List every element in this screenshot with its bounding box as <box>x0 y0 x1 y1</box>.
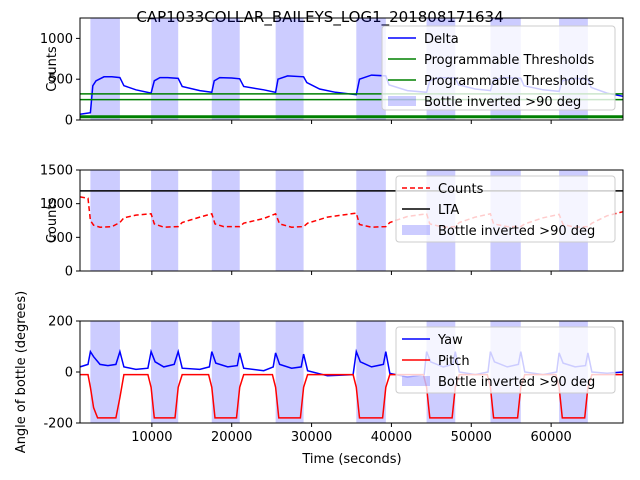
inverted-span <box>90 321 120 423</box>
y-tick-label: 0 <box>65 265 73 280</box>
legend-box <box>381 25 616 111</box>
plot-frame <box>79 169 624 272</box>
y-tick-label: 500 <box>48 73 73 88</box>
y-tick-label: 1000 <box>40 32 73 47</box>
legend: Delta Programmable Thresholds Programmable… <box>381 25 616 111</box>
y-tick-label: 1500 <box>40 164 73 179</box>
y-axis-label: Angle of bottle (degrees) <box>14 291 29 453</box>
y-tick-label: -200 <box>43 417 73 432</box>
inverted-span <box>211 321 240 423</box>
legend: Counts LTA Bottle inverted >90 deg <box>395 175 616 243</box>
y-tick-label: 0 <box>65 366 73 381</box>
x-tick-label: 20000 <box>211 430 252 445</box>
inverted-span <box>90 170 120 271</box>
x-tick-label: 60000 <box>530 430 571 445</box>
legend-entry: Pitch <box>438 354 470 369</box>
legend-entry: Programmable Thresholds <box>424 53 595 68</box>
y-axis-label: Counts <box>45 198 60 244</box>
plot-frame <box>79 17 624 121</box>
x-tick-label: 30000 <box>291 430 332 445</box>
inverted-span <box>275 170 304 271</box>
inverted-span <box>211 170 240 271</box>
x-axis-label: Time (seconds) <box>301 452 401 467</box>
inverted-span <box>356 18 386 120</box>
x-tick-label: 40000 <box>371 430 412 445</box>
legend-entry: Bottle inverted >90 deg <box>424 95 581 110</box>
inverted-span <box>151 18 179 120</box>
legend-entry: Programmable Thresholds <box>424 74 595 89</box>
legend-entry: Bottle inverted >90 deg <box>438 224 595 239</box>
series-line <box>80 373 623 419</box>
inverted-span <box>275 18 304 120</box>
x-tick-label: 10000 <box>131 430 172 445</box>
y-tick-label: 0 <box>65 114 73 129</box>
inverted-span <box>151 170 179 271</box>
inverted-span <box>211 18 240 120</box>
inverted-span <box>275 321 304 423</box>
legend-swatch <box>402 376 430 386</box>
legend-entry: Delta <box>424 32 459 47</box>
legend-entry: Counts <box>438 182 484 197</box>
inverted-span <box>151 321 179 423</box>
y-tick-label: 1000 <box>40 197 73 212</box>
legend-swatch <box>402 225 430 235</box>
y-axis-label: Counts <box>45 46 60 92</box>
legend-entry: LTA <box>438 203 459 218</box>
legend-box <box>395 175 616 243</box>
legend-entry: Yaw <box>437 333 463 348</box>
legend-swatch <box>388 96 416 106</box>
inverted-span <box>356 170 386 271</box>
legend-entry: Bottle inverted >90 deg <box>438 375 595 390</box>
inverted-span <box>356 321 386 423</box>
inverted-span <box>90 18 120 120</box>
panel-3: -200 0 200 10000 20000 30000 40000 50000 60000 An… <box>14 291 624 453</box>
y-tick-label: 200 <box>48 315 73 330</box>
panel-2: 0 500 1000 1500 Counts Counts LTA Bottle invert… <box>40 164 624 280</box>
legend-box <box>395 326 616 394</box>
x-tick-label: 50000 <box>451 430 492 445</box>
legend: Yaw Pitch Bottle inverted >90 deg <box>395 326 616 394</box>
y-tick-label: 500 <box>48 231 73 246</box>
